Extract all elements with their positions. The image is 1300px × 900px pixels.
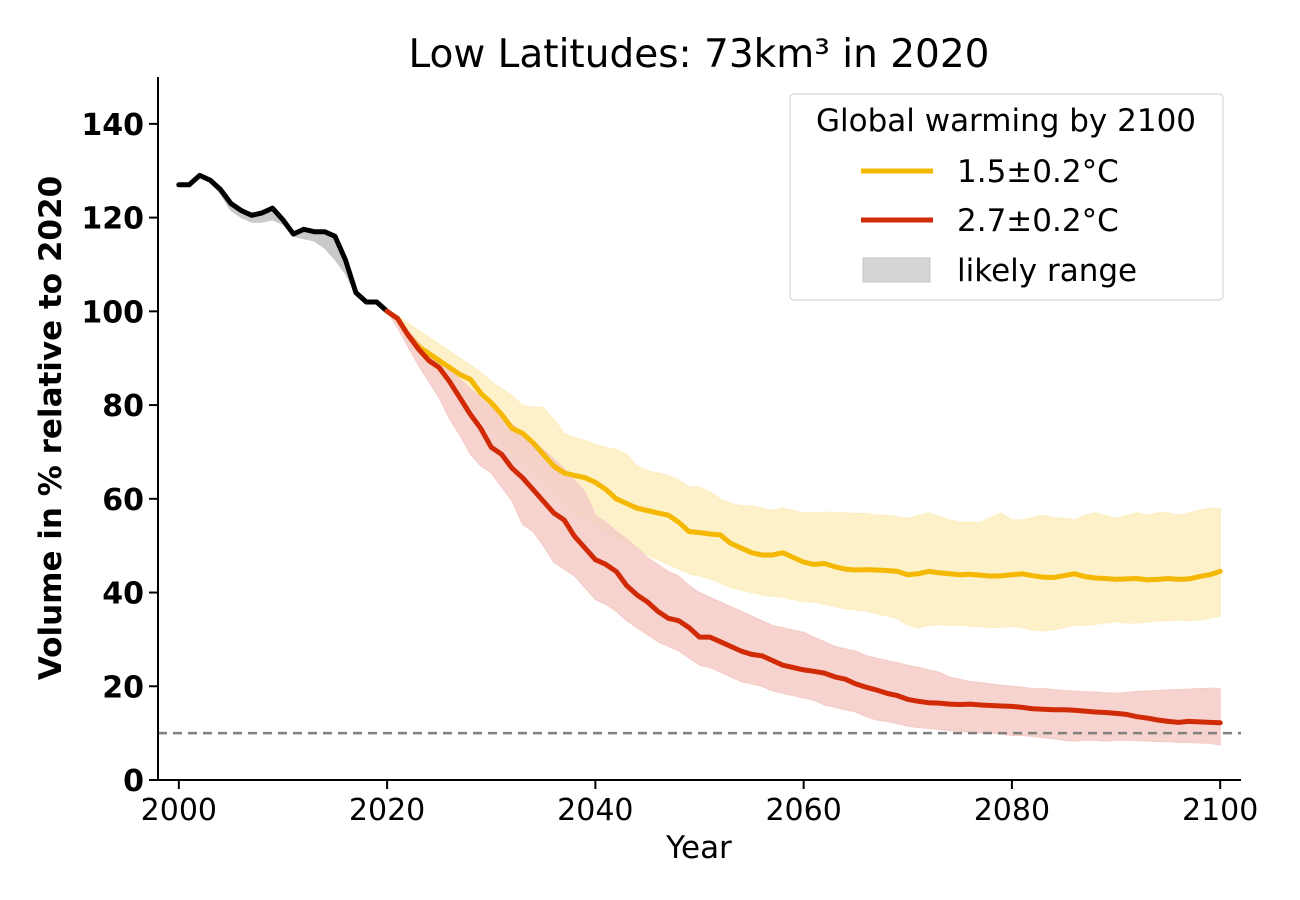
x-tick-label: 2100 [1182,793,1258,828]
range-band-2 [386,310,1221,746]
series-line-2 [384,308,1223,726]
legend-label-0: 1.5±0.2°C [957,154,1119,190]
x-tick-label: 2000 [141,793,217,828]
tick-labels: 2000 2020 2040 2060 2080 21000204060801001201… [81,108,1258,828]
series-line-0 [176,172,390,314]
axes [149,77,1241,789]
y-tick-label: 140 [81,108,144,143]
likely-range-bands [178,174,1221,746]
chart-title: Low Latitudes: 73km³ in 2020 [408,32,989,77]
y-tick-label: 40 [102,577,144,612]
series-lines [176,172,1223,726]
y-tick-label: 100 [81,295,144,330]
legend-swatch-2 [862,257,931,283]
legend-frame [789,93,1224,301]
x-tick-label: 2020 [349,793,425,828]
series-line-1 [384,308,1223,583]
legend-label-1: 2.7±0.2°C [957,203,1119,239]
x-tick-label: 2080 [974,793,1050,828]
range-band-1 [386,310,1221,632]
x-tick-label: 2060 [765,793,841,828]
y-tick-label: 20 [102,670,144,705]
legend: Global warming by 2100 1.5±0.2°C 2.7±0.2°… [789,93,1224,301]
y-axis-label: Volume in % relative to 2020 [33,176,69,680]
y-tick-label: 60 [102,483,144,518]
y-tick-label: 0 [123,764,144,799]
legend-title: Global warming by 2100 [816,103,1196,139]
legend-label-2: likely range [957,253,1137,289]
x-axis-label: Year [665,830,732,866]
x-tick-label: 2040 [557,793,633,828]
y-tick-label: 80 [102,389,144,424]
y-tick-label: 120 [81,202,144,237]
